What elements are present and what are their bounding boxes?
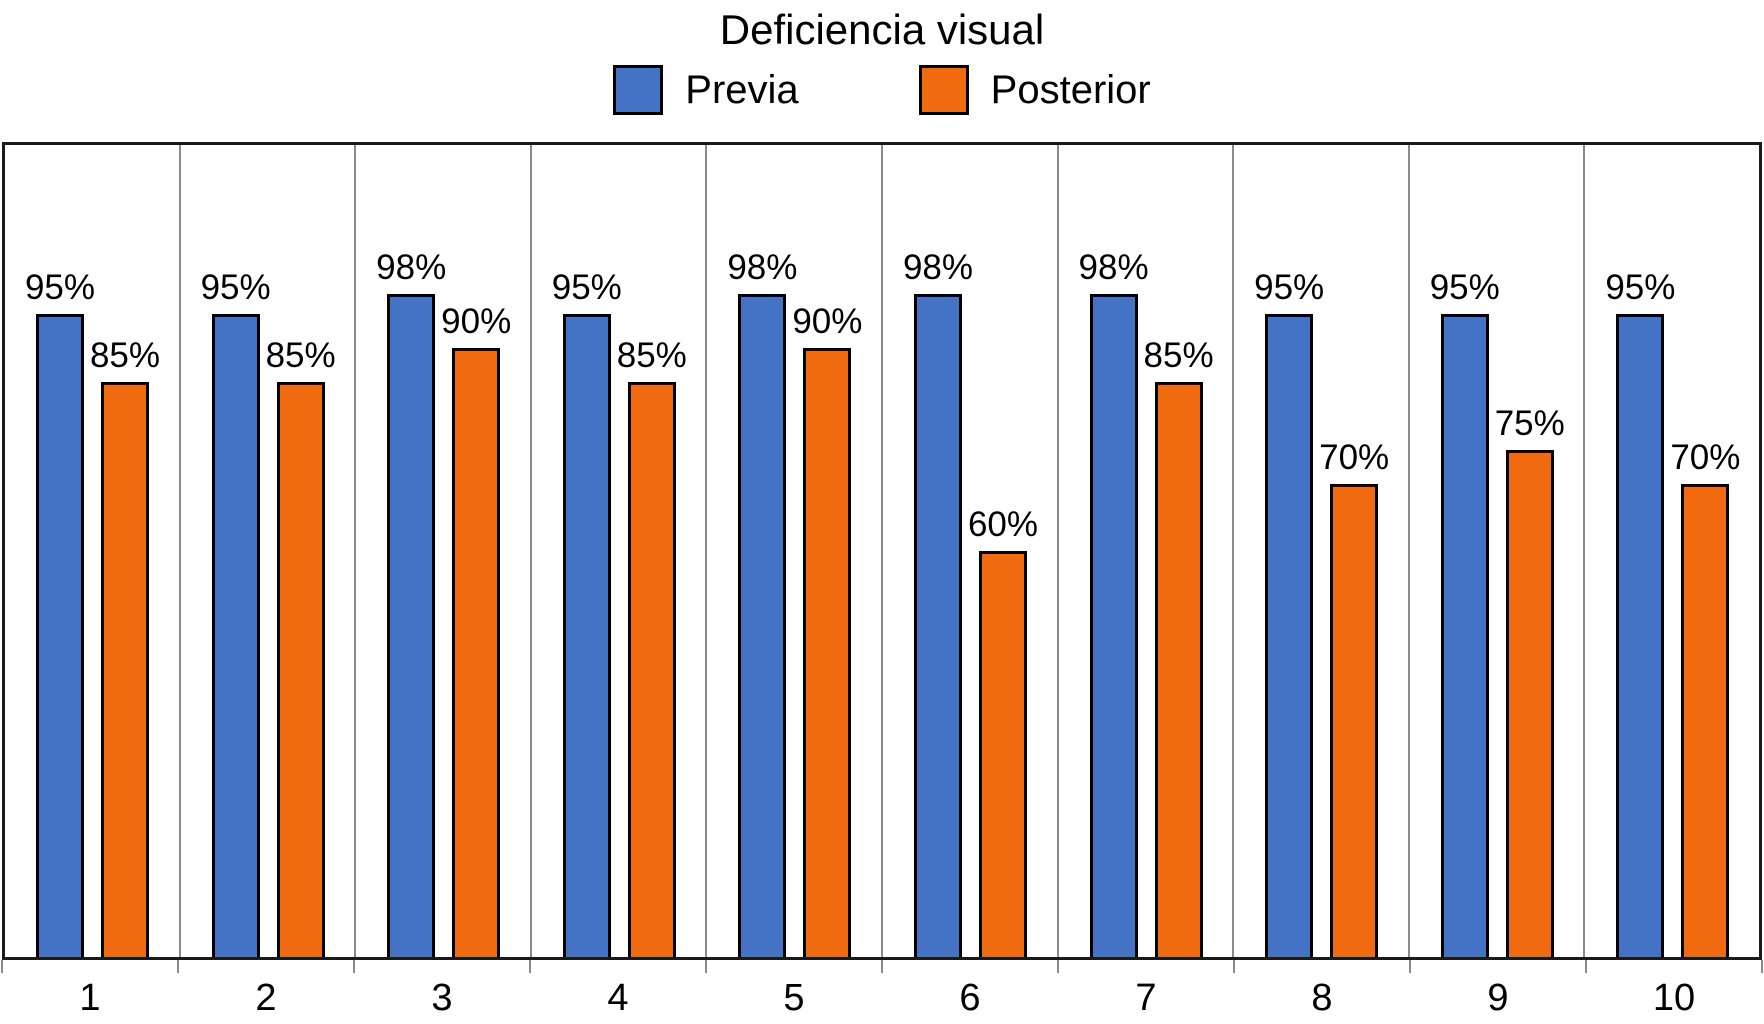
- bar-value-label-previa-6: 98%: [902, 248, 973, 288]
- axis-tick: [1761, 960, 1763, 974]
- legend: Previa Posterior: [0, 62, 1764, 118]
- chart-title: Deficiencia visual: [719, 6, 1045, 53]
- bar-value-label-posterior-7: 85%: [1143, 336, 1214, 376]
- bar-previa-2: [211, 314, 260, 958]
- bar-posterior-6: [978, 551, 1027, 958]
- axis-tick: [353, 960, 355, 974]
- axis-tick: [1, 960, 3, 974]
- bar-previa-6: [913, 294, 962, 958]
- x-axis-label-6: 6: [959, 977, 981, 1020]
- bar-previa-3: [387, 294, 436, 958]
- x-axis-labels: 1 2 3 4 5 6 7 8 9 10: [2, 975, 1762, 1017]
- axis-tick: [881, 960, 883, 974]
- x-axis-label-10: 10: [1652, 977, 1696, 1020]
- x-axis-label-9: 9: [1487, 977, 1509, 1020]
- category-cell-10: 95% 70%: [1585, 145, 1759, 958]
- x-axis-label-3: 3: [431, 977, 453, 1020]
- legend-label-previa: Previa: [685, 68, 799, 113]
- bar-value-label-previa-9: 95%: [1429, 268, 1500, 308]
- category-cell-7: 98% 85%: [1059, 145, 1235, 958]
- axis-tick: [1585, 960, 1587, 974]
- bar-posterior-4: [627, 382, 676, 958]
- category-cell-5: 98% 90%: [707, 145, 883, 958]
- bar-posterior-10: [1681, 483, 1730, 958]
- axis-tick: [177, 960, 179, 974]
- bar-previa-5: [738, 294, 787, 958]
- bar-previa-8: [1265, 314, 1314, 958]
- bar-posterior-8: [1330, 483, 1379, 958]
- bar-value-label-previa-5: 98%: [727, 248, 798, 288]
- axis-tick: [1057, 960, 1059, 974]
- bar-value-label-previa-4: 95%: [551, 268, 622, 308]
- bar-value-label-previa-10: 95%: [1605, 268, 1676, 308]
- category-cell-2: 95% 85%: [181, 145, 357, 958]
- axis-tick: [1233, 960, 1235, 974]
- legend-swatch-previa-icon: [613, 65, 664, 116]
- bar-value-label-previa-2: 95%: [200, 268, 271, 308]
- plot-area: 95% 85% 95% 85% 98% 90% 95% 85% 98% 90% 98% 60% 98% 8…: [2, 142, 1762, 961]
- axis-tick: [1409, 960, 1411, 974]
- legend-swatch-posterior-icon: [918, 65, 969, 116]
- bar-value-label-previa-1: 95%: [24, 268, 96, 308]
- bar-value-label-previa-7: 98%: [1078, 248, 1149, 288]
- axis-tick: [705, 960, 707, 974]
- bar-previa-7: [1089, 294, 1138, 958]
- bar-value-label-posterior-6: 60%: [967, 505, 1038, 545]
- x-axis-label-4: 4: [607, 977, 629, 1020]
- bar-previa-1: [36, 314, 84, 958]
- bar-value-label-previa-8: 95%: [1254, 268, 1325, 308]
- bar-value-label-posterior-4: 85%: [616, 336, 687, 376]
- bar-previa-9: [1440, 314, 1489, 958]
- bar-posterior-9: [1505, 449, 1554, 958]
- category-cell-6: 98% 60%: [883, 145, 1059, 958]
- category-cell-1: 95% 85%: [5, 145, 181, 958]
- legend-item-posterior: Posterior: [918, 65, 1151, 116]
- bar-chart: Deficiencia visual Previa Posterior 95% 8…: [0, 6, 1764, 1024]
- x-axis-label-8: 8: [1311, 977, 1333, 1020]
- bar-previa-10: [1616, 314, 1665, 958]
- category-cell-8: 95% 70%: [1234, 145, 1410, 958]
- category-cell-3: 98% 90%: [356, 145, 532, 958]
- bar-posterior-5: [803, 348, 852, 958]
- bar-value-label-posterior-8: 70%: [1319, 437, 1390, 477]
- x-axis-label-5: 5: [783, 977, 805, 1020]
- x-axis-label-7: 7: [1135, 977, 1157, 1020]
- bar-posterior-7: [1154, 382, 1203, 958]
- bar-posterior-1: [101, 382, 149, 958]
- category-cell-9: 95% 75%: [1410, 145, 1586, 958]
- bar-value-label-posterior-2: 85%: [265, 336, 336, 376]
- bar-posterior-2: [276, 382, 325, 958]
- x-axis-label-1: 1: [79, 977, 101, 1020]
- bar-value-label-posterior-9: 75%: [1494, 403, 1565, 443]
- x-axis-ticks: [1, 960, 1763, 975]
- bar-value-label-posterior-5: 90%: [792, 302, 863, 342]
- bar-value-label-posterior-1: 85%: [89, 336, 161, 376]
- category-cell-4: 95% 85%: [532, 145, 708, 958]
- legend-item-previa: Previa: [613, 65, 799, 116]
- bar-posterior-3: [452, 348, 501, 958]
- axis-tick: [529, 960, 531, 974]
- x-axis-label-2: 2: [255, 977, 277, 1020]
- bar-value-label-posterior-3: 90%: [441, 302, 512, 342]
- legend-label-posterior: Posterior: [990, 68, 1151, 113]
- bar-value-label-previa-3: 98%: [376, 248, 447, 288]
- bar-previa-4: [562, 314, 611, 958]
- bar-value-label-posterior-10: 70%: [1670, 437, 1741, 477]
